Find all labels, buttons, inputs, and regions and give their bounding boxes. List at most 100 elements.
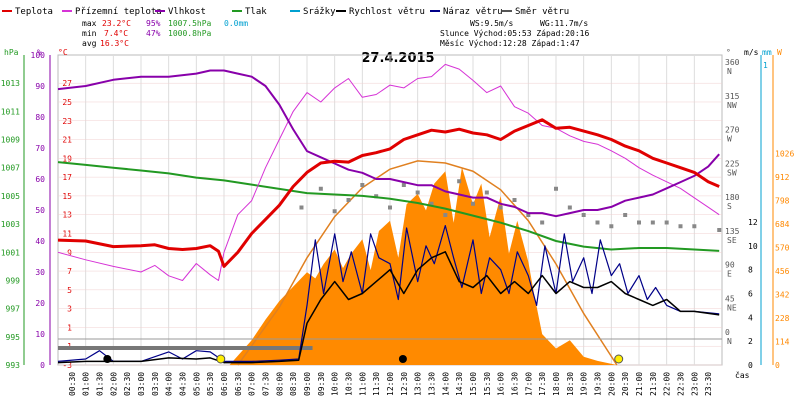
x-tick-label: 07:00: [248, 372, 257, 396]
direction-name: W: [727, 135, 732, 144]
x-tick-label: 17:00: [524, 372, 533, 396]
x-tick-label: 02:30: [123, 372, 132, 396]
legend: Teplota Přízemní teplota Vlhkost Tlak Srážky…: [2, 7, 569, 17]
percent-axis-tick: 30: [35, 268, 45, 277]
wind-tick: 8: [748, 266, 753, 275]
solar-tick: 0: [775, 361, 780, 370]
x-axis-label: čas: [735, 370, 750, 380]
direction-point: [678, 224, 683, 229]
direction-point: [623, 213, 628, 217]
solar-area: [58, 167, 720, 365]
stats-max-press: 1007.5hPa: [168, 19, 212, 28]
x-tick-label: 21:00: [635, 372, 644, 396]
percent-axis-tick: 100: [31, 51, 46, 60]
solar-max-line: [237, 160, 618, 366]
direction-point: [512, 198, 517, 202]
stats-min-press: 1000.8hPa: [168, 29, 212, 38]
celsius-axis-tick: 23: [62, 117, 72, 126]
direction-name: NW: [727, 101, 737, 110]
tlakseries-line: [57, 161, 720, 252]
direction-point: [299, 205, 304, 210]
celsius-axis-tick: -3: [62, 361, 72, 370]
x-tick-label: 10:00: [331, 372, 340, 396]
wind-tick: 4: [748, 313, 753, 322]
percent-axis-tick: 0: [40, 361, 45, 370]
direction-tick: 135: [725, 227, 740, 236]
direction-point: [567, 205, 572, 210]
wind-axis-label: m/s: [744, 48, 759, 57]
celsius-axis-tick: 15: [62, 192, 72, 201]
x-tick-label: 13:00: [414, 372, 423, 396]
moon-marker: [398, 355, 407, 363]
stats-moon: Měsíc Východ:12:28 Západ:1:47: [440, 39, 580, 48]
direction-name: N: [727, 337, 732, 346]
x-tick-label: 20:30: [621, 372, 630, 396]
n-raz-v-truseries-line: [57, 225, 720, 362]
celsius-axis-tick: 21: [62, 136, 72, 145]
wind-tick: 10: [748, 242, 758, 251]
hpa-axis-tick: 993: [6, 361, 21, 370]
celsius-axis-tick: 25: [62, 98, 72, 107]
x-tick-label: 23:30: [704, 372, 713, 396]
x-tick-label: 06:00: [220, 372, 229, 396]
direction-point: [717, 228, 722, 232]
percent-axis-tick: 80: [35, 113, 45, 122]
x-tick-label: 09:00: [303, 372, 312, 396]
solar-tick: 456: [775, 267, 790, 276]
stats-min-label: min: [82, 29, 97, 38]
celsius-axis-tick: 1: [67, 323, 72, 332]
solar-tick: 570: [775, 244, 790, 253]
legend-label: Teplota: [15, 7, 53, 17]
solar-tick: 798: [775, 197, 790, 206]
direction-name: NE: [727, 303, 737, 312]
legend-label: Náraz větru: [443, 7, 503, 17]
sunset-marker: [614, 354, 624, 364]
celsius-axis-tick: 27: [62, 79, 72, 88]
direction-name: N: [727, 67, 732, 76]
direction-name: S: [727, 202, 732, 211]
direction-tick: 315: [725, 92, 740, 101]
x-tick-label: 01:30: [96, 372, 105, 396]
x-tick-label: 05:30: [206, 372, 215, 396]
x-tick-label: 11:30: [372, 372, 381, 396]
p-zemn-teplotaseries-line: [57, 63, 720, 281]
direction-point: [360, 183, 365, 187]
x-tick-label: 11:00: [358, 372, 367, 396]
celsius-axis-tick: 13: [62, 211, 72, 220]
direction-point: [415, 190, 420, 195]
celsius-axis-tick: 3: [67, 305, 72, 314]
x-tick-label: 16:30: [511, 372, 520, 396]
x-tick-label: 14:30: [455, 372, 464, 396]
direction-point: [540, 220, 545, 225]
direction-point: [650, 220, 655, 225]
celsius-axis-label: °C: [58, 48, 68, 57]
x-tick-label: 23:00: [690, 372, 699, 396]
direction-tick: 45: [725, 294, 735, 303]
x-tick-label: 19:00: [580, 372, 589, 396]
legend-label: Srážky: [303, 7, 336, 17]
x-tick-label: 04:30: [179, 372, 188, 396]
direction-point: [637, 220, 641, 225]
hpa-axis-tick: 997: [6, 305, 21, 314]
direction-point: [692, 224, 697, 229]
x-tick-label: 05:00: [192, 372, 201, 396]
direction-point: [526, 213, 531, 217]
x-tick-label: 12:00: [386, 372, 395, 396]
x-tick-label: 16:00: [497, 372, 506, 396]
x-tick-label: 03:30: [151, 372, 160, 396]
x-tick-label: 04:00: [165, 372, 174, 396]
direction-point: [664, 220, 669, 225]
x-tick-label: 08:30: [289, 372, 298, 396]
x-tick-label: 07:30: [262, 372, 271, 396]
x-tick-label: 21:30: [649, 372, 658, 396]
legend-label: Rychlost větru: [349, 7, 425, 17]
solar-tick: 1026: [775, 150, 794, 159]
solar-tick: 342: [775, 291, 790, 300]
x-tick-label: 10:30: [345, 372, 354, 396]
stats-max-hum: 95%: [146, 19, 161, 28]
legend-label: Směr větru: [515, 7, 569, 17]
percent-axis-tick: 90: [35, 82, 45, 91]
celsius-axis-tick: 7: [67, 267, 72, 276]
solar-tick: 912: [775, 173, 790, 182]
direction-point: [498, 205, 503, 210]
